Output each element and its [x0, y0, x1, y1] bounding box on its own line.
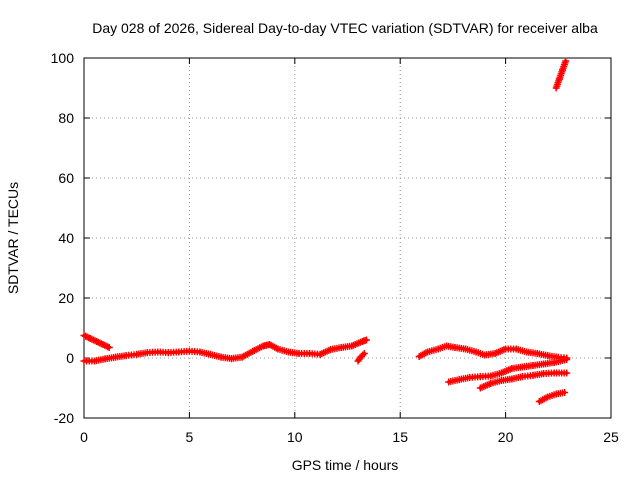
data-point: [561, 389, 569, 396]
x-tick-label: 0: [80, 429, 88, 445]
data-point: [91, 337, 99, 345]
data-point: [96, 339, 104, 347]
data-point: [360, 350, 368, 357]
series-track-5: [445, 356, 571, 386]
data-point: [93, 338, 101, 345]
data-point: [563, 369, 571, 377]
grid: [84, 58, 611, 418]
data-point: [562, 57, 570, 65]
series-track-6: [476, 369, 571, 392]
y-tick-label: 0: [66, 350, 74, 366]
x-tick-label: 5: [186, 429, 194, 445]
x-tick-label: 20: [498, 429, 514, 445]
series-track-7: [535, 389, 569, 405]
data-point: [94, 338, 102, 346]
y-axis-label: SDTVAR / TECUs: [5, 182, 21, 294]
series-track-2: [80, 336, 370, 365]
data-point: [86, 335, 94, 342]
data-point: [99, 341, 107, 348]
axis-ticks: 0 5 10 15 20 25 -20 0 20 40 60 80 100: [51, 50, 619, 445]
data-point: [97, 340, 105, 348]
data-point: [104, 343, 112, 351]
series-track-4: [415, 342, 571, 362]
series-track-8: [552, 57, 570, 92]
series-track-1: [80, 332, 113, 351]
x-tick-label: 25: [603, 429, 619, 445]
data-point: [89, 336, 97, 344]
series-track-3: [354, 350, 368, 365]
data-point: [102, 342, 110, 350]
data-point: [85, 334, 93, 342]
chart-title: Day 028 of 2026, Sidereal Day-to-day VTE…: [92, 20, 598, 36]
data-marks: [80, 57, 571, 405]
data-point: [105, 344, 113, 351]
y-tick-label: 20: [58, 290, 74, 306]
data-point: [83, 333, 91, 341]
data-point: [88, 335, 96, 343]
data-point: [362, 336, 370, 344]
y-tick-label: 100: [51, 50, 75, 66]
y-tick-label: 40: [58, 230, 74, 246]
data-point: [101, 341, 109, 349]
x-tick-label: 10: [287, 429, 303, 445]
y-tick-label: -20: [54, 410, 74, 426]
y-tick-label: 80: [58, 110, 74, 126]
data-point: [80, 332, 88, 339]
x-axis-label: GPS time / hours: [292, 457, 399, 473]
data-point: [359, 351, 367, 359]
data-point: [82, 332, 90, 340]
x-tick-label: 15: [392, 429, 408, 445]
y-tick-label: 60: [58, 170, 74, 186]
data-point: [563, 356, 571, 363]
